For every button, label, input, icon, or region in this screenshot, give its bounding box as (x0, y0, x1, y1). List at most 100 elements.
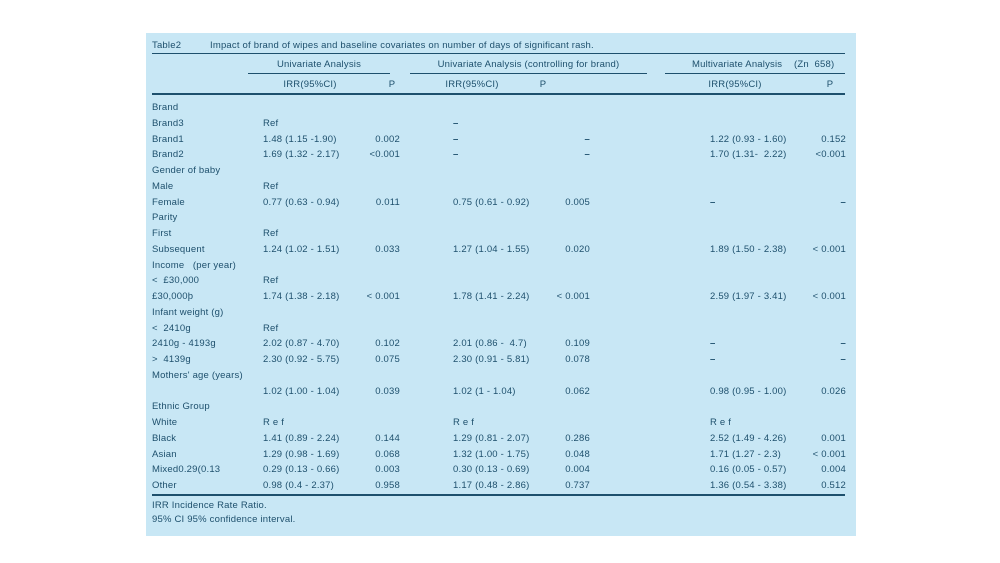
cell: 1.74 (1.38 - 2.18) (263, 291, 340, 302)
cell: 0.026 (821, 385, 846, 397)
row-label: > 4139g (152, 354, 191, 365)
cell: – (584, 149, 590, 161)
cell: – (840, 196, 846, 208)
cell: 0.003 (375, 464, 400, 476)
group-underline-2 (410, 73, 647, 74)
table-row: < £30,000 Ref (146, 273, 856, 289)
table-row: Male Ref (146, 179, 856, 195)
cell: 0.020 (565, 243, 590, 255)
title-divider (152, 53, 845, 54)
row-label: Ethnic Group (152, 401, 210, 413)
cell: 1.69 (1.32 - 2.17) (263, 149, 340, 161)
row-label: First (152, 228, 172, 239)
cell: 0.004 (821, 464, 846, 476)
cell: – (710, 338, 716, 350)
cell: 1.29 (0.98 - 1.69) (263, 448, 340, 460)
table-row: Brand1 1.48 (1.15 -1.90) 0.002 – – 1.22 (0.93… (146, 132, 856, 148)
subheader-p-1: P (388, 79, 396, 90)
table-caption: Impact of brand of wipes and baseline co… (210, 40, 594, 51)
cell: 2.52 (1.49 - 4.26) (710, 432, 787, 444)
cell: 0.062 (565, 385, 590, 397)
cell: R e f (263, 417, 285, 428)
table-row: Ethnic Group (146, 399, 856, 415)
bottom-divider (152, 494, 845, 496)
cell: Ref (263, 275, 279, 287)
row-label: Other (152, 480, 177, 491)
cell: 0.039 (375, 385, 400, 397)
table-row: First Ref (146, 226, 856, 242)
table-row: Subsequent 1.24 (1.02 - 1.51) 0.033 1.27 (1… (146, 242, 856, 258)
footnote-irr: IRR Incidence Rate Ratio. (152, 500, 267, 511)
table-row: Other 0.98 (0.4 - 2.37) 0.958 1.17 (0.48 - … (146, 478, 856, 494)
cell: 0.005 (565, 196, 590, 208)
row-label: Gender of baby (152, 165, 221, 176)
cell: – (840, 338, 846, 350)
footnote-ci: 95% CI 95% confidence interval. (152, 514, 296, 525)
cell: 0.98 (0.95 - 1.00) (710, 385, 787, 397)
cell: 0.512 (821, 480, 846, 491)
cell: 0.152 (821, 133, 846, 145)
cell: < 0.001 (812, 448, 846, 460)
cell: 0.286 (565, 432, 590, 444)
table-row: < 2410g Ref (146, 321, 856, 337)
row-label: < 2410g (152, 322, 191, 334)
cell: – (584, 133, 590, 145)
row-label: Asian (152, 448, 177, 460)
table-body: Brand Brand3 Ref – Brand1 1.48 (1.15 -1.90) 0.… (146, 100, 856, 494)
cell: 1.22 (0.93 - 1.60) (710, 133, 787, 145)
row-label: Black (152, 432, 177, 444)
cell: 1.02 (1 - 1.04) (453, 385, 516, 397)
row-label: Female (152, 196, 185, 208)
cell: 1.02 (1.00 - 1.04) (263, 385, 340, 397)
cell: 2.59 (1.97 - 3.41) (710, 291, 787, 302)
cell: 2.02 (0.87 - 4.70) (263, 338, 340, 350)
cell: 1.71 (1.27 - 2.3) (710, 448, 781, 460)
group-header-univariate: Univariate Analysis (276, 59, 362, 70)
cell: – (710, 196, 716, 208)
header-divider (152, 93, 845, 95)
group-underline-1 (248, 73, 390, 74)
cell: 0.068 (375, 448, 400, 460)
cell: 0.001 (821, 432, 846, 444)
cell: 1.41 (0.89 - 2.24) (263, 432, 340, 444)
row-label: 2410g - 4193g (152, 338, 216, 350)
row-label: Income (per year) (152, 259, 237, 271)
table-row: Infant weight (g) (146, 305, 856, 321)
table-row: Mothers' age (years) (146, 368, 856, 384)
cell: 1.48 (1.15 -1.90) (263, 133, 337, 145)
cell: 0.77 (0.63 - 0.94) (263, 196, 340, 208)
table-row: Parity (146, 210, 856, 226)
cell: 1.17 (0.48 - 2.86) (453, 480, 530, 491)
cell: – (840, 354, 846, 365)
row-label: Subsequent (152, 243, 205, 255)
table-label: Table2 (152, 40, 182, 51)
row-label: Brand2 (152, 149, 184, 161)
subheader-irr-1: IRR(95%CI) (283, 79, 337, 90)
table-row: Brand2 1.69 (1.32 - 2.17) <0.001 – – 1.70 (1.… (146, 147, 856, 163)
cell: R e f (710, 417, 732, 428)
cell: 0.98 (0.4 - 2.37) (263, 480, 334, 491)
cell: 1.89 (1.50 - 2.38) (710, 243, 787, 255)
table-row: 2410g - 4193g 2.02 (0.87 - 4.70) 0.102 2.01… (146, 336, 856, 352)
cell: 0.078 (565, 354, 590, 365)
cell: 0.16 (0.05 - 0.57) (710, 464, 787, 476)
row-label: £30,000þ (152, 291, 194, 302)
cell: 0.048 (565, 448, 590, 460)
cell: – (453, 133, 459, 145)
table-row: Asian 1.29 (0.98 - 1.69) 0.068 1.32 (1.00 -… (146, 447, 856, 463)
table-row: > 4139g 2.30 (0.92 - 5.75) 0.075 2.30 (0.91… (146, 352, 856, 368)
cell: 0.102 (375, 338, 400, 350)
row-label: < £30,000 (152, 275, 200, 287)
cell: 0.011 (375, 196, 400, 208)
cell: 1.78 (1.41 - 2.24) (453, 291, 530, 302)
cell: 2.30 (0.92 - 5.75) (263, 354, 340, 365)
row-label: Brand1 (152, 133, 184, 145)
cell: <0.001 (815, 149, 846, 161)
cell: 0.075 (375, 354, 400, 365)
subheader-irr-2: IRR(95%CI) (445, 79, 499, 90)
table-row: Brand (146, 100, 856, 116)
cell: 0.109 (565, 338, 590, 350)
cell: < 0.001 (812, 291, 846, 302)
row-label: Parity (152, 212, 178, 224)
